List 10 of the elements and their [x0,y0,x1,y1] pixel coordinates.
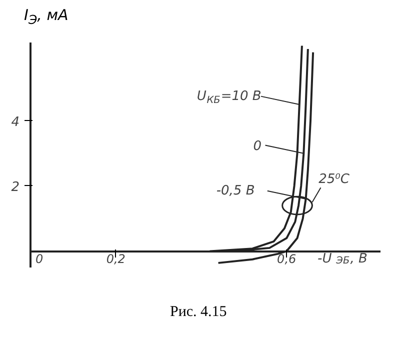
legend-label: -0,5 В [216,183,255,198]
x-tick-label: 0 [36,252,44,266]
x-tick-label: 0,6 [277,252,297,266]
y-axis-title: I$_{Э}$, мА [24,5,68,29]
y-tick-label: 2 [11,180,20,195]
annotation: 25⁰C [318,172,350,187]
x-tick-label: 0,2 [106,252,126,266]
text: Рис. 4.15 [170,303,227,322]
legend-label: 0 [253,139,262,154]
y-tick-label: 4 [11,114,20,130]
